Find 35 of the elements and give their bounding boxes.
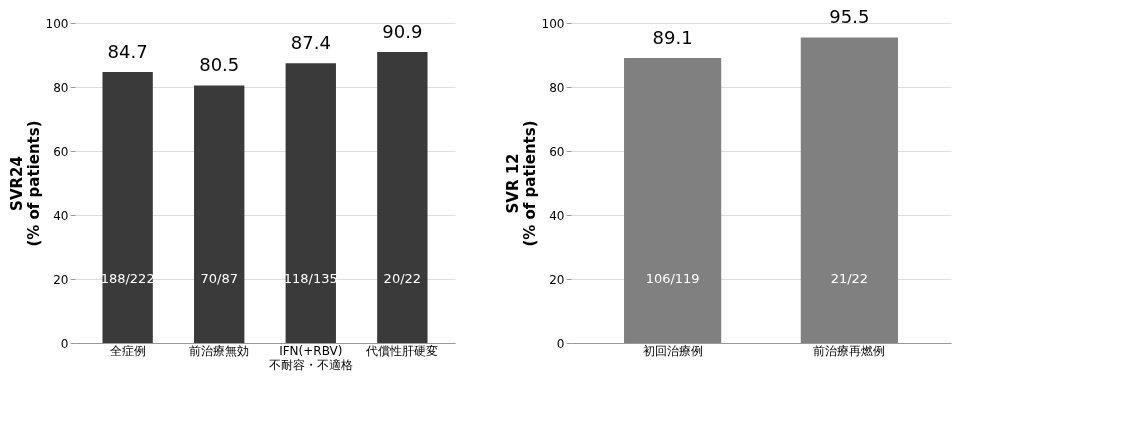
y-tick-label: 60: [53, 144, 69, 159]
y-axis-title: SVR24 (% of patients): [7, 120, 43, 247]
annotation: 188/222: [100, 271, 155, 286]
data-label: 89.1: [652, 26, 693, 48]
y-axis-title: SVR 12 (% of patients): [503, 120, 539, 247]
y-tick-label: 20: [549, 272, 565, 287]
data-label: 95.5: [829, 6, 870, 28]
x-tick-label: 前治療再燃例: [813, 343, 886, 358]
y-tick-label: 80: [549, 80, 565, 95]
x-tick-label: IFN(+RBV) 不耐容・不適格: [268, 343, 353, 372]
annotation: 106/119: [645, 271, 700, 286]
y-tick-label: 40: [53, 208, 69, 223]
x-tick-label: 前治療無効: [189, 343, 250, 358]
y-tick-label: 0: [60, 336, 69, 351]
annotation: 70/87: [200, 271, 238, 286]
y-tick-label: 80: [53, 80, 69, 95]
bar: [285, 63, 336, 343]
bar: [377, 52, 428, 343]
y-tick-label: 60: [549, 144, 565, 159]
x-tick-label: 全症例: [109, 343, 146, 358]
annotation: 21/22: [830, 271, 869, 286]
data-label: 84.7: [107, 40, 148, 62]
y-tick-label: 20: [53, 272, 69, 287]
data-label: 87.4: [290, 32, 331, 54]
y-tick-label: 40: [549, 208, 565, 223]
data-label: 80.5: [199, 54, 240, 76]
bar: [102, 71, 153, 343]
y-tick-label: 0: [556, 336, 565, 351]
bar: [194, 85, 245, 343]
x-tick-label: 初回治療例: [642, 343, 703, 358]
y-tick-label: 100: [541, 16, 565, 31]
x-tick-label: 代償性肝硬変: [365, 343, 439, 358]
annotation: 20/22: [383, 271, 422, 286]
data-label: 90.9: [382, 21, 423, 43]
y-tick-label: 100: [45, 16, 69, 31]
